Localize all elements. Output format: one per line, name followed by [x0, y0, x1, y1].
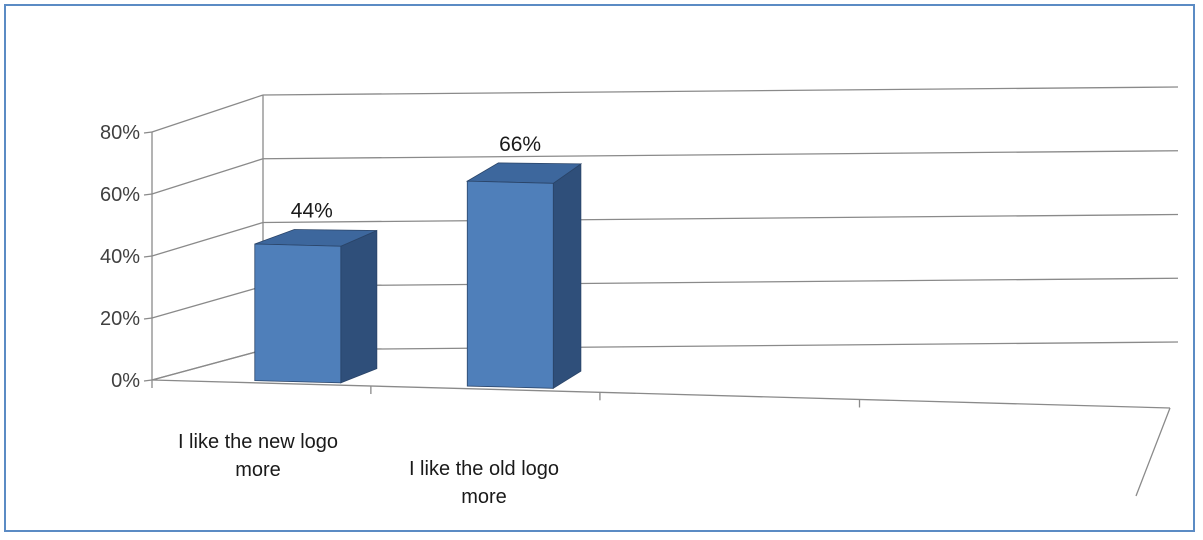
bars [254, 162, 583, 389]
gridline-back [262, 150, 1179, 160]
y-tick-mark [143, 317, 153, 320]
bar-front [466, 180, 554, 389]
gridline-side [151, 94, 264, 133]
data-label: 66% [499, 133, 541, 156]
y-tick-label: 0% [111, 370, 140, 392]
x-category-label: I like the new logo more [178, 431, 338, 481]
bar-1 [254, 229, 378, 384]
x-category-label-line: I like the old logo [409, 458, 559, 480]
x-category-label: I like the old logo more [409, 458, 559, 508]
gridline-back [262, 213, 1179, 224]
gridline-back [262, 341, 1179, 351]
x-category-label-line: I like the new logo [178, 431, 338, 453]
bar-side [552, 163, 582, 389]
y-tick-label: 80% [100, 122, 140, 144]
gridline-side [151, 349, 264, 381]
data-label: 44% [291, 199, 333, 222]
floor-front-edge [151, 379, 1171, 409]
x-category-label-line: more [461, 486, 507, 508]
y-tick-mark [143, 255, 153, 258]
labels: 0% 20% 40% 60% 80% 44% 66% I like the new logo m… [100, 122, 559, 508]
y-tick-label: 40% [100, 246, 140, 268]
x-category-label-line: more [235, 459, 281, 481]
y-tick-label: 20% [100, 308, 140, 330]
y-tick-mark [143, 193, 153, 196]
gridline-side [151, 221, 264, 257]
gridline-back [262, 86, 1179, 96]
gridline-back [262, 277, 1179, 287]
gridlines [143, 86, 1179, 408]
y-tick-mark [143, 379, 153, 382]
y-tick-mark [143, 131, 153, 134]
bar-2 [465, 162, 583, 389]
floor-right-edge [1135, 407, 1171, 497]
bar-side [340, 229, 378, 384]
gridline-side [151, 285, 264, 319]
y-tick-label: 60% [100, 184, 140, 206]
bar-front [254, 243, 342, 384]
gridline-side [151, 158, 264, 195]
